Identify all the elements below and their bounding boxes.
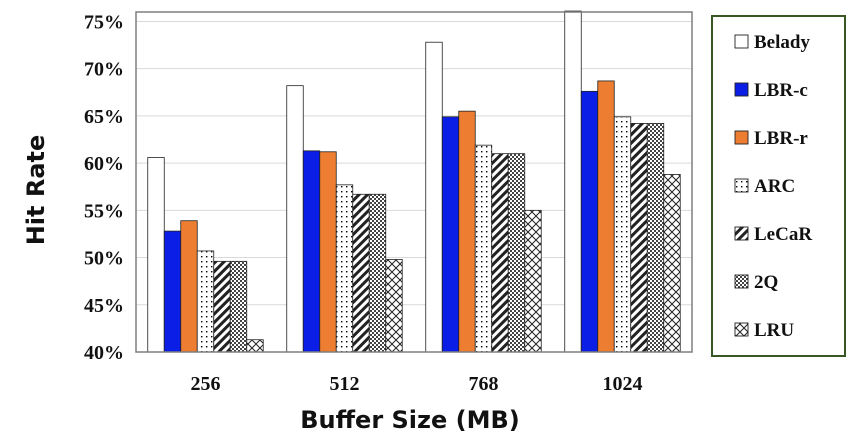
legend-box: [711, 15, 846, 357]
bars: [147, 10, 681, 353]
plot-area-frame: [135, 11, 693, 353]
bar-lru-768: [524, 209, 542, 353]
bar-lbr-c-512: [302, 150, 321, 353]
bar-lru-512: [385, 259, 403, 353]
bar-lbr-r-256: [180, 220, 198, 353]
legend-label: LBR-r: [754, 128, 808, 149]
bar-belady-512: [286, 85, 304, 353]
x-axis-ticks: 256 512 768 1024: [191, 373, 643, 395]
y-tick-label: 40%: [84, 342, 124, 364]
x-tick-label: 1024: [603, 373, 643, 395]
bar-arc-256: [196, 250, 215, 353]
legend-swatch: [734, 82, 749, 97]
y-tick-label: 60%: [84, 153, 124, 175]
bar-2q-768: [507, 153, 526, 353]
y-tick-label: 75%: [84, 11, 124, 33]
legend-swatch: [734, 226, 749, 241]
bar-belady-1024: [564, 10, 582, 353]
bar-lecar-1024: [630, 123, 648, 353]
y-axis-title: Hit Rate: [22, 135, 50, 246]
bar-lecar-256: [213, 260, 231, 353]
bar-2q-256: [229, 260, 248, 353]
bar-arc-1024: [613, 116, 632, 353]
y-tick-label: 45%: [84, 295, 124, 317]
bar-lbr-r-512: [319, 151, 337, 353]
y-tick-label: 55%: [84, 200, 124, 222]
legend-label: LRU: [754, 320, 794, 341]
bar-lbr-c-1024: [580, 90, 599, 353]
bar-lbr-r-768: [458, 110, 476, 353]
legend-label: LeCaR: [754, 224, 812, 245]
x-tick-label: 512: [330, 373, 360, 395]
legend-swatch: [734, 178, 749, 193]
legend-label: LBR-c: [754, 80, 808, 101]
bar-belady-256: [147, 157, 165, 353]
legend-label: 2Q: [754, 272, 778, 293]
bar-2q-512: [368, 193, 387, 353]
bar-lecar-768: [491, 153, 509, 353]
x-axis-title: Buffer Size (MB): [300, 406, 520, 434]
bar-arc-512: [335, 184, 354, 353]
legend-swatch: [734, 322, 749, 337]
bar-lecar-512: [352, 193, 370, 353]
legend: Belady LBR-c LBR-r ARC LeCaR 2Q LRU: [734, 32, 812, 341]
legend-label: ARC: [754, 176, 795, 197]
legend-swatch: [734, 34, 749, 49]
y-tick-label: 50%: [84, 248, 124, 270]
y-tick-label: 65%: [84, 106, 124, 128]
bar-belady-768: [425, 41, 443, 353]
x-tick-label: 256: [191, 373, 221, 395]
bar-2q-1024: [646, 123, 665, 353]
y-tick-label: 70%: [84, 59, 124, 81]
bar-lru-1024: [663, 174, 681, 353]
bar-lbr-r-1024: [597, 80, 615, 353]
bar-arc-768: [474, 144, 493, 353]
legend-label: Belady: [754, 32, 810, 53]
bar-lru-256: [246, 339, 264, 353]
bar-lbr-c-256: [163, 230, 182, 353]
bar-lbr-c-768: [441, 116, 460, 353]
x-tick-label: 768: [469, 373, 499, 395]
legend-swatch: [734, 274, 749, 289]
y-axis-ticks: 40% 45% 50% 55% 60% 65% 70% 75%: [84, 11, 124, 364]
legend-swatch: [734, 130, 749, 145]
